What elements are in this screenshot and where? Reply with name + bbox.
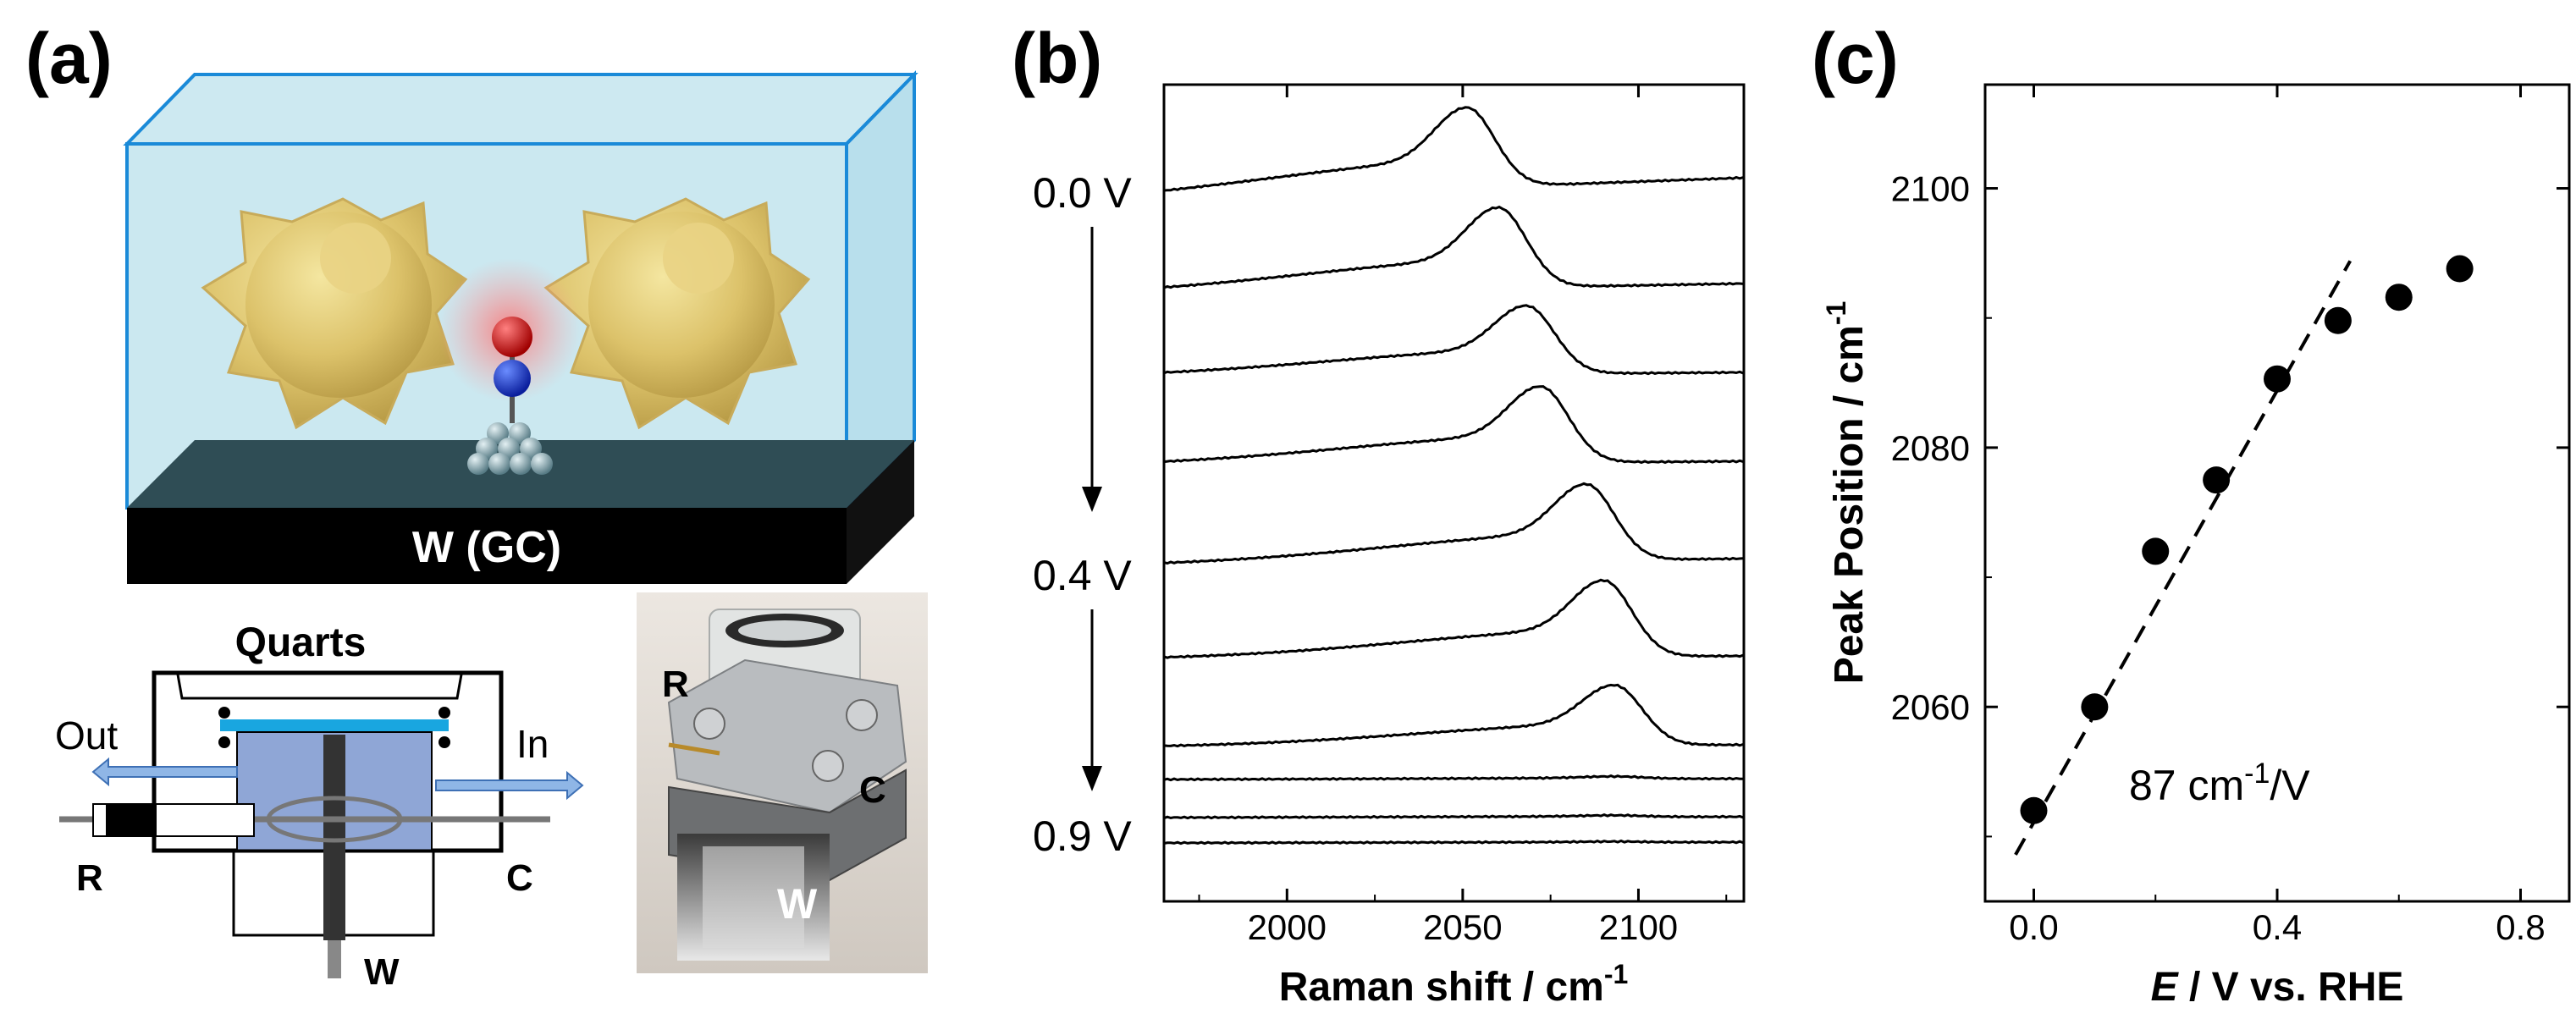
out-arrow <box>91 757 238 787</box>
quarts-label: Quarts <box>235 620 367 665</box>
out-label: Out <box>55 713 118 757</box>
slope-annotation: 87 cm-1/V <box>2129 757 2310 809</box>
adsorbed-co-molecule <box>438 258 582 475</box>
raman-x-ticks: 2000 2050 2100 <box>1198 85 1728 947</box>
electrode-label: W (GC) <box>412 523 561 572</box>
data-point <box>2142 537 2170 565</box>
spectrum-0-5-V <box>1163 578 1744 659</box>
scatter-y-tick-label: 2100 <box>1891 169 1970 209</box>
linear-fit-line <box>2014 260 2352 856</box>
in-arrow <box>435 770 584 801</box>
spectra-frame <box>1162 83 1746 903</box>
cell-schematic: Quarts Out In R C W <box>55 620 584 993</box>
raman-x-tick-label: 2050 <box>1423 907 1502 947</box>
carbon-atom <box>494 360 531 397</box>
data-point <box>2081 693 2109 721</box>
working-electrode-rod <box>323 735 345 940</box>
working-label: W <box>364 951 400 993</box>
cell-photo: R C W <box>637 592 928 973</box>
spectrum-0-7-V <box>1163 774 1743 782</box>
spectrum-0-1-V <box>1163 304 1744 376</box>
potential-arrow-upper <box>1082 227 1102 512</box>
data-point <box>2264 365 2291 393</box>
in-label: In <box>516 722 549 766</box>
data-point <box>2324 306 2352 334</box>
quartz-window <box>220 719 449 731</box>
scatter-x-tick-label: 0.8 <box>2496 907 2545 947</box>
data-point <box>2385 284 2413 311</box>
raman-x-tick-label: 2000 <box>1248 907 1327 947</box>
scatter-points <box>2020 255 2474 824</box>
spectrum-0-05-V <box>1163 205 1744 289</box>
spectrum-0-2-V <box>1163 385 1744 465</box>
panel-c-label: (c) <box>1812 19 1899 98</box>
photo-working-label: W <box>777 880 818 928</box>
scatter-ticks: 0.0 0.4 0.8 2060 2080 2100 <box>1891 85 2569 947</box>
oxygen-atom <box>492 317 532 357</box>
potential-label-0-4: 0.4 V <box>1033 552 1132 599</box>
panel-b-label: (b) <box>1012 19 1102 98</box>
spectrum-0-6-V <box>1163 683 1744 748</box>
scatter-x-axis-title: E / V vs. RHE <box>2151 965 2404 1010</box>
scatter-y-tick-label: 2060 <box>1891 687 1970 727</box>
counter-label: C <box>506 857 533 899</box>
panel-c: (c) 0.0 0.4 0.8 2060 2080 2100 87 cm-1/V E / … <box>1812 19 2571 1010</box>
panel-a: (a) W (GC) <box>25 19 928 993</box>
spectrum-0-9-V <box>1163 839 1744 845</box>
scatter-x-tick-label: 0.0 <box>2009 907 2058 947</box>
scatter-y-tick-label: 2080 <box>1891 428 1970 468</box>
raman-x-axis-title: Raman shift / cm-1 <box>1279 959 1629 1010</box>
electrode-block-side <box>847 440 914 584</box>
gold-nanoparticle-right <box>543 197 811 430</box>
electrode-block-front <box>127 508 847 584</box>
scatter-y-axis-title: Peak Position / cm-1 <box>1821 301 1872 685</box>
raman-spectra <box>1163 106 1744 845</box>
panel-b: (b) 2000 2050 2100 0.0 V 0.4 V 0.9 V Raman… <box>1012 19 1746 1010</box>
raman-x-tick-label: 2100 <box>1599 907 1678 947</box>
panel-a-label: (a) <box>25 19 113 98</box>
scatter-x-tick-label: 0.4 <box>2253 907 2302 947</box>
spectrum-0-0-V <box>1163 106 1744 192</box>
box-top-face <box>123 73 918 146</box>
potential-label-0-9: 0.9 V <box>1033 812 1132 860</box>
potential-arrow-lower <box>1082 609 1102 791</box>
data-point <box>2446 255 2474 283</box>
data-point <box>2020 796 2048 824</box>
reference-label: R <box>76 857 103 899</box>
potential-label-0-0: 0.0 V <box>1033 169 1132 217</box>
photo-counter-label: C <box>859 769 886 811</box>
spectrum-0-8-V <box>1163 812 1744 820</box>
data-point <box>2203 466 2231 494</box>
photo-reference-label: R <box>662 664 689 705</box>
spectrum-0-4-V <box>1163 482 1744 565</box>
pt-cluster <box>467 422 553 475</box>
gold-nanoparticle-left <box>201 197 468 430</box>
electrode-schematic: W (GC) <box>123 70 918 584</box>
